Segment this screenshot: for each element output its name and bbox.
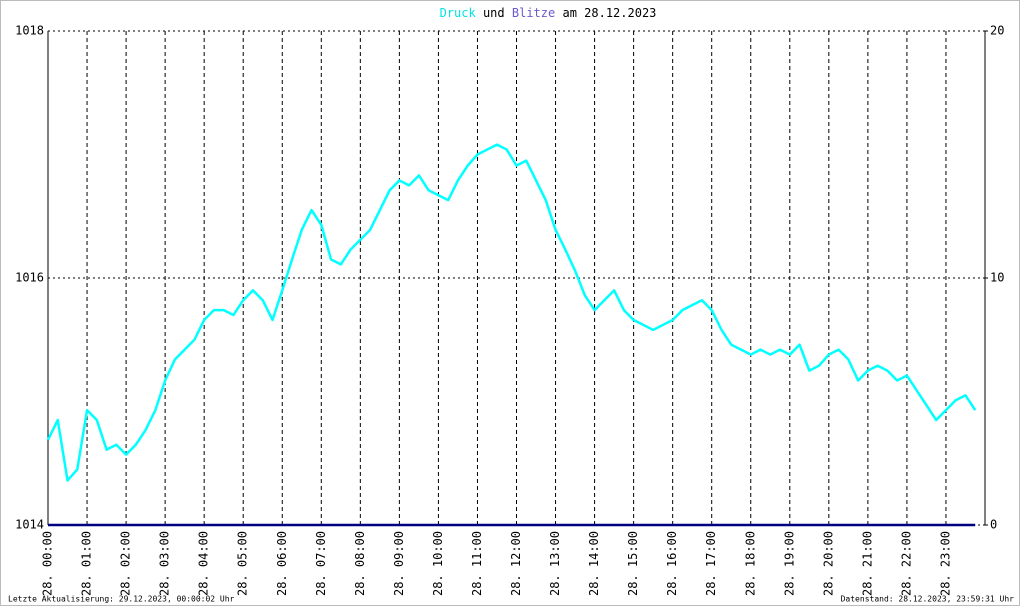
x-tick-label: 28. 16:00 bbox=[665, 531, 679, 596]
footer-left: Letzte Aktualisierung: 29.12.2023, 00:00… bbox=[8, 595, 235, 604]
x-tick-label: 28. 21:00 bbox=[860, 531, 874, 596]
x-tick-label: 28. 04:00 bbox=[197, 531, 211, 596]
x-tick-label: 28. 17:00 bbox=[704, 531, 718, 596]
x-tick-label: 28. 15:00 bbox=[626, 531, 640, 596]
x-tick-label: 28. 02:00 bbox=[119, 531, 133, 596]
y2-tick-label: 0 bbox=[990, 518, 997, 532]
x-tick-label: 28. 11:00 bbox=[470, 531, 484, 596]
y-tick-label: 1018 bbox=[15, 24, 44, 38]
y-tick-label: 1014 bbox=[15, 518, 44, 532]
x-tick-label: 28. 22:00 bbox=[899, 531, 913, 596]
x-tick-label: 28. 13:00 bbox=[548, 531, 562, 596]
footer-right: Datenstand: 28.12.2023, 23:59:31 Uhr bbox=[841, 595, 1015, 604]
x-tick-label: 28. 19:00 bbox=[782, 531, 796, 596]
x-tick-label: 28. 14:00 bbox=[587, 531, 601, 596]
x-tick-label: 28. 03:00 bbox=[158, 531, 172, 596]
y2-tick-label: 20 bbox=[990, 24, 1004, 38]
x-tick-label: 28. 18:00 bbox=[743, 531, 757, 596]
title-part: Druck bbox=[440, 6, 477, 20]
title-part: und bbox=[483, 6, 505, 20]
title-part: Blitze bbox=[512, 6, 555, 20]
x-tick-label: 28. 23:00 bbox=[938, 531, 952, 596]
x-tick-label: 28. 01:00 bbox=[80, 531, 94, 596]
x-tick-label: 28. 05:00 bbox=[236, 531, 250, 596]
series-line bbox=[46, 143, 977, 482]
x-tick-label: 28. 09:00 bbox=[392, 531, 406, 596]
x-tick-label: 28. 06:00 bbox=[275, 531, 289, 596]
x-tick-label: 28. 08:00 bbox=[353, 531, 367, 596]
x-tick-label: 28. 20:00 bbox=[821, 531, 835, 596]
x-tick-label: 28. 10:00 bbox=[431, 531, 445, 596]
y2-tick-label: 10 bbox=[990, 271, 1004, 285]
x-tick-label: 28. 12:00 bbox=[509, 531, 523, 596]
x-tick-label: 28. 00:00 bbox=[41, 531, 55, 596]
chart-title: Druck und Blitze am 28.12.2023 bbox=[440, 6, 657, 20]
y-tick-label: 1016 bbox=[15, 271, 44, 285]
title-part: am 28.12.2023 bbox=[562, 6, 656, 20]
x-tick-label: 28. 07:00 bbox=[314, 531, 328, 596]
